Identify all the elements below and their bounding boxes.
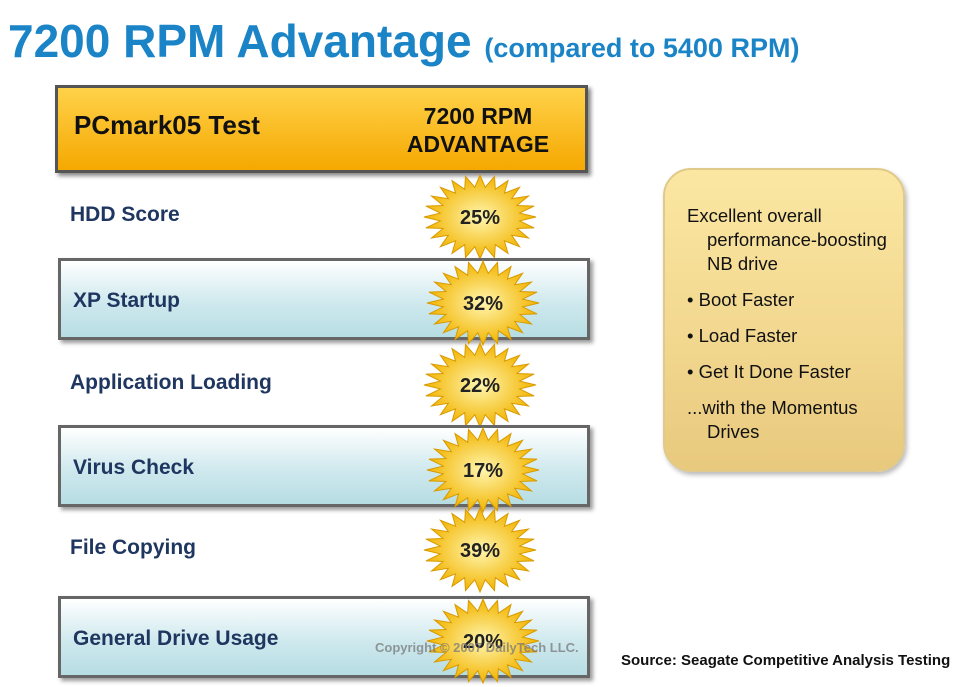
starburst-shape (426, 259, 540, 347)
starburst-shape (423, 173, 537, 261)
row-value: 20% (463, 631, 503, 653)
row-label: File Copying (70, 536, 196, 559)
row-value: 39% (460, 540, 500, 562)
subtitle: (compared to 5400 RPM) (484, 33, 800, 63)
starburst: 39% (423, 506, 537, 594)
table-header: PCmark05 Test 7200 RPM ADVANTAGE (55, 85, 588, 173)
row-value: 22% (460, 375, 500, 397)
callout-line: • Get It Done Faster (687, 361, 851, 382)
row-value: 32% (463, 293, 503, 315)
row-label: Application Loading (70, 371, 272, 394)
table-row: Virus Check 17% (58, 425, 590, 514)
starburst-shape (426, 426, 540, 514)
row-label: Virus Check (73, 456, 195, 479)
header-cell: PCmark05 Test (74, 110, 260, 140)
starburst-shape (423, 341, 537, 429)
starburst: 20% (426, 597, 540, 685)
starburst: 32% (426, 259, 540, 347)
table-row: File Copying 39% (58, 506, 590, 594)
starburst-shape (423, 506, 537, 594)
callout-line: • Load Faster (687, 325, 798, 346)
callout-line: • Boot Faster (687, 289, 795, 310)
table-row: Application Loading 22% (58, 341, 590, 429)
table-row: HDD Score 25% (58, 173, 590, 261)
header-cell: 7200 RPM ADVANTAGE (406, 103, 550, 157)
starburst: 22% (423, 341, 537, 429)
callout-line: Excellent overall performance-boosting N… (687, 205, 887, 274)
row-value: 17% (463, 460, 503, 482)
callout-line: ...with the Momentus Drives (687, 397, 858, 442)
watermark: Copyright © 2007 DailyTech LLC. (375, 640, 579, 655)
callout: Excellent overall performance-boosting N… (663, 168, 905, 472)
starburst: 17% (426, 426, 540, 514)
table-row: XP Startup 32% (58, 258, 590, 347)
row-value: 25% (460, 207, 500, 229)
row-label: General Drive Usage (73, 627, 279, 650)
table-row: General Drive Usage 20% (58, 596, 590, 685)
row-label: XP Startup (73, 289, 180, 312)
title: 7200 RPM Advantage (compared to 5400 RPM… (8, 14, 799, 68)
source-note: Source: Seagate Competitive Analysis Tes… (621, 652, 951, 669)
row-label: HDD Score (70, 203, 180, 226)
title-text: 7200 RPM Advantage (8, 15, 472, 67)
starburst: 25% (423, 173, 537, 261)
starburst-shape (426, 597, 540, 685)
